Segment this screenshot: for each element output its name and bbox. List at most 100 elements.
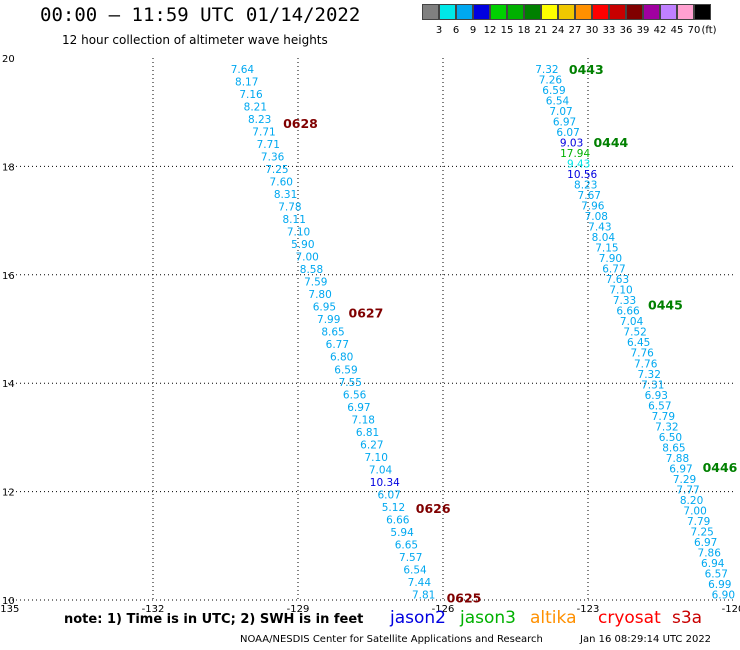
wave-height-value: 7.00 [295,252,318,264]
wave-height-value: 7.76 [630,348,654,360]
legend-swatch [694,4,711,20]
wave-height-value: 7.10 [287,227,310,239]
wave-height-value: 6.81 [356,427,379,439]
satellite-legend-entry: jason2 [390,608,446,628]
pass-time-label: 0446 [703,460,738,475]
wave-height-value: 7.78 [278,202,301,214]
wave-height-value: 6.56 [343,389,367,401]
wave-height-value: 6.45 [627,337,650,349]
wave-height-value: 7.52 [623,327,646,339]
wave-height-value: 7.32 [535,64,558,76]
wave-height-value: 10.34 [370,477,400,489]
wave-height-value: 7.96 [581,201,605,213]
wave-height-value: 7.88 [666,453,689,465]
wave-height-value: 10.56 [567,169,597,181]
legend-bin-label: 18 [517,25,531,36]
wave-height-value: 6.54 [403,565,427,577]
wave-height-value: 6.59 [542,85,565,97]
wave-height-value: 7.00 [683,505,706,517]
legend-swatch [490,4,507,20]
legend-bin-label: 21 [534,25,548,36]
lon-tick-label: -132 [142,604,165,615]
wave-height-value: 7.32 [638,369,661,381]
pass-time-label: 0627 [349,306,384,321]
wave-height-value: 5.94 [390,527,414,539]
pass-time-label: 0625 [447,590,482,605]
wave-height-value: 7.63 [606,274,629,286]
wave-height-value: 7.44 [408,577,432,589]
wave-height-value: 6.97 [669,463,692,475]
legend-bin-label: 24 [551,25,565,36]
wave-height-value: 6.97 [694,537,717,549]
lat-tick-label: 16 [2,271,15,282]
pass-time-label: 0443 [569,62,604,77]
wave-height-value: 7.86 [698,548,722,560]
wave-height-value: 7.29 [673,474,696,486]
legend-swatch [609,4,626,20]
lat-tick-label: 14 [2,379,15,390]
wave-height-value: 6.07 [556,127,579,139]
footer-timestamp: Jan 16 08:29:14 UTC 2022 [580,634,712,645]
wave-height-value: 6.59 [334,364,357,376]
wave-height-value: 7.79 [652,411,675,423]
wave-height-value: 5.90 [291,239,314,251]
wave-height-value: 7.36 [261,151,285,163]
wave-height-value: 6.07 [377,489,400,501]
legend-unit-label: (ft) [701,25,717,36]
legend-bin-label: 9 [469,25,477,36]
wave-height-value: 6.65 [395,540,418,552]
wave-height-value: 7.25 [265,164,288,176]
wave-height-value: 7.77 [676,484,699,496]
legend-bin-label: 70 [687,25,701,36]
wave-height-value: 7.31 [641,379,664,391]
wave-height-value: 7.04 [369,464,393,476]
wave-height-value: 7.10 [609,285,632,297]
wave-height-value: 6.80 [330,352,353,364]
wave-height-value: 7.15 [595,243,618,255]
legend-swatch [575,4,592,20]
legend-bin-label: 42 [653,25,667,36]
legend-swatch [439,4,456,20]
legend-bin-label: 6 [452,25,460,36]
wave-height-value: 7.25 [690,526,713,538]
legend-bin-label: 30 [585,25,599,36]
legend-swatch [524,4,541,20]
lon-tick-label: -129 [287,604,310,615]
wave-height-value: 8.21 [244,101,267,113]
legend-bin-label: 45 [670,25,684,36]
lat-tick-label: 10 [2,596,15,607]
wave-height-value: 7.57 [399,552,422,564]
wave-height-value: 8.23 [248,114,271,126]
pass-time-label: 0628 [283,116,318,131]
page-title: 00:00 – 11:59 UTC 01/14/2022 [40,4,361,26]
wave-height-value: 7.10 [365,452,388,464]
wave-height-value: 7.33 [613,295,636,307]
legend-bin-label: 33 [602,25,616,36]
wave-height-value: 6.90 [712,590,735,602]
wave-height-value: 6.94 [701,558,725,570]
wave-height-value: 17.94 [560,148,590,160]
legend-swatch [626,4,643,20]
wave-height-value: 8.11 [283,214,306,226]
wave-height-value: 6.97 [553,116,576,128]
wave-height-value: 8.04 [592,232,616,244]
wave-height-value: 6.97 [347,402,370,414]
units-note: note: 1) Time is in UTC; 2) SWH is in fe… [64,612,364,627]
page-subtitle: 12 hour collection of altimeter wave hei… [62,33,328,47]
wave-height-value: 8.23 [574,180,597,192]
wave-height-value: 7.67 [578,190,601,202]
legend-swatch [541,4,558,20]
legend-swatch [643,4,660,20]
footer-credit: NOAA/NESDIS Center for Satellite Applica… [240,634,543,645]
wave-height-value: 7.55 [339,377,362,389]
wave-height-value: 8.17 [235,76,258,88]
wave-height-value: 7.99 [317,314,340,326]
wave-height-value: 7.16 [239,89,263,101]
wave-height-value: 7.59 [304,277,327,289]
lat-tick-label: 20 [2,54,15,65]
wave-height-value: 7.71 [252,126,275,138]
satellite-legend-entry: s3a [672,608,703,628]
legend-bin-label: 12 [483,25,497,36]
